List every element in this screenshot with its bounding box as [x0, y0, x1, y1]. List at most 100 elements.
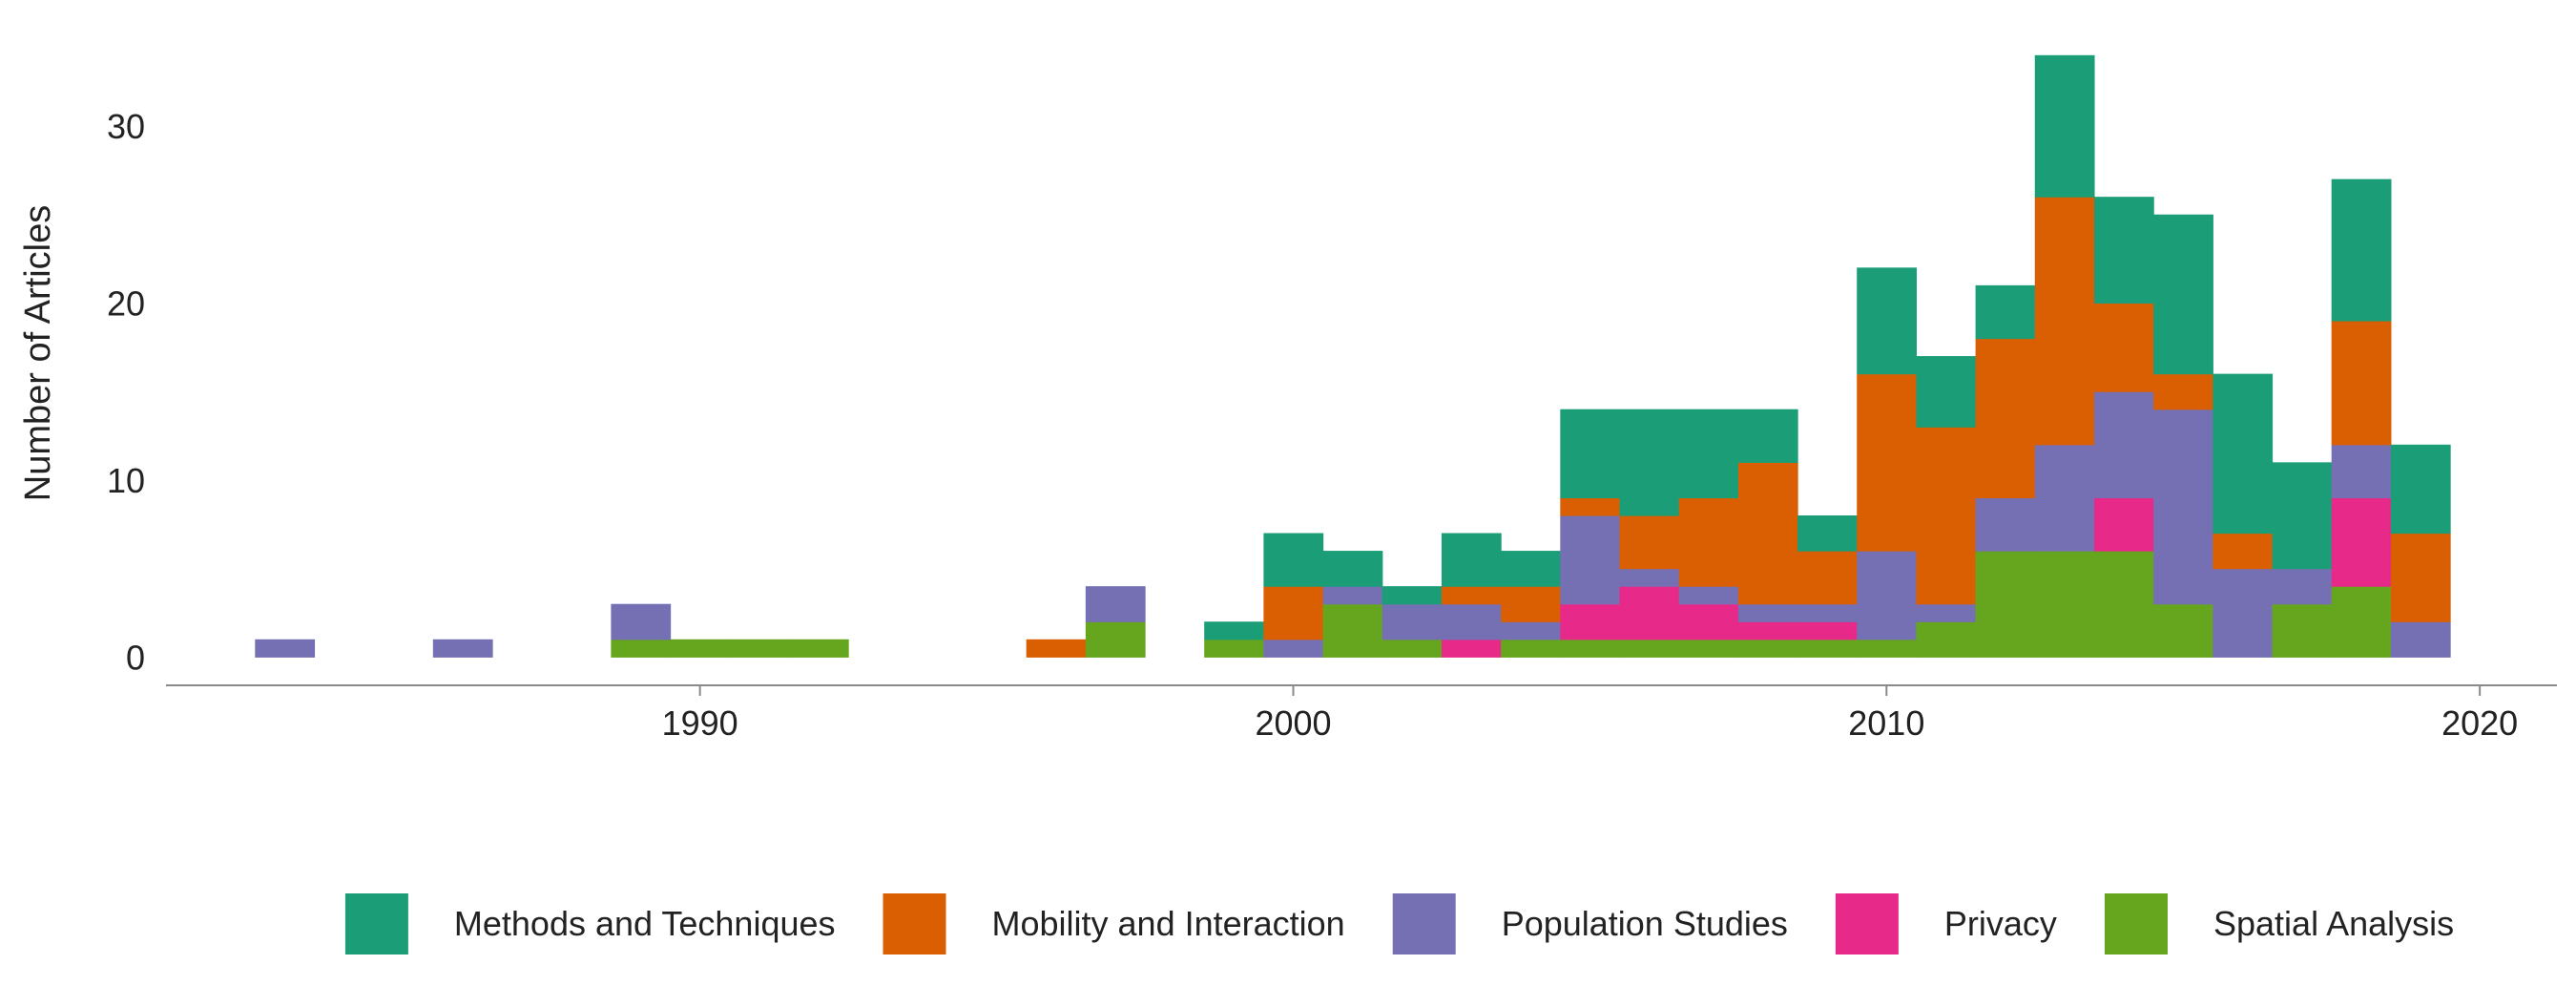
bar-segment-population-studies: [2212, 568, 2274, 658]
legend-swatch: [883, 893, 946, 955]
bar-segment-mobility-and-interaction: [1560, 497, 1621, 516]
bar-segment-spatial-analysis: [788, 639, 849, 658]
bar-segment-methods-and-techniques: [1501, 551, 1561, 587]
bar-segment-methods-and-techniques: [1204, 621, 1264, 640]
bar-segment-population-studies: [1975, 497, 2036, 552]
bar-segment-population-studies: [1737, 603, 1798, 622]
legend-item: Population Studies: [1392, 893, 1788, 955]
bar-segment-mobility-and-interaction: [2390, 533, 2451, 622]
y-axis-ticks: 0 10 20 30: [107, 107, 145, 677]
bar-segment-spatial-analysis: [1737, 639, 1798, 658]
bar-segment-methods-and-techniques: [1678, 409, 1739, 499]
bar-segment-privacy: [1619, 586, 1680, 640]
bar-segment-privacy: [1797, 621, 1858, 640]
bar-segment-population-studies: [1441, 603, 1502, 640]
bar-segment-spatial-analysis: [1381, 639, 1443, 658]
bar-segment-methods-and-techniques: [2212, 373, 2274, 535]
bar-segment-methods-and-techniques: [1975, 284, 2036, 340]
bar-segment-spatial-analysis: [1619, 639, 1680, 658]
y-axis-title: Number of Articles: [18, 205, 58, 501]
bar-segment-population-studies: [2390, 621, 2451, 658]
bar-segment-methods-and-techniques: [1797, 514, 1858, 552]
bar-segment-methods-and-techniques: [1381, 586, 1443, 605]
bars-layer: [255, 54, 2451, 658]
bar-segment-methods-and-techniques: [2272, 462, 2333, 570]
legend-item: Spatial Analysis: [2105, 893, 2454, 955]
y-tick-label: 30: [107, 107, 145, 146]
bar-segment-mobility-and-interaction: [1975, 338, 2036, 499]
legend-label: Spatial Analysis: [2213, 904, 2454, 943]
bar-segment-population-studies: [1560, 514, 1621, 605]
bar-segment-privacy: [1560, 603, 1621, 640]
bar-segment-privacy: [1678, 603, 1739, 640]
bar-segment-mobility-and-interaction: [2093, 303, 2154, 392]
bar-segment-population-studies: [2153, 409, 2213, 605]
bar-segment-mobility-and-interaction: [1678, 497, 1739, 587]
legend-item: Methods and Techniques: [344, 893, 836, 955]
bar-segment-population-studies: [1085, 586, 1146, 622]
x-tick-label: 2020: [2441, 703, 2518, 743]
bar-segment-privacy: [2093, 497, 2154, 552]
bar-segment-spatial-analysis: [1322, 603, 1383, 658]
bar-segment-spatial-analysis: [1085, 621, 1146, 658]
bar-segment-population-studies: [2272, 568, 2333, 605]
bar-segment-mobility-and-interaction: [1441, 586, 1502, 605]
bar-segment-spatial-analysis: [2034, 551, 2095, 658]
bar-segment-methods-and-techniques: [2093, 197, 2154, 304]
legend: Methods and Techniques Mobility and Inter…: [344, 893, 2454, 955]
bar-segment-population-studies: [2034, 444, 2095, 552]
bar-segment-spatial-analysis: [670, 639, 731, 658]
bar-segment-spatial-analysis: [611, 639, 672, 658]
bar-segment-mobility-and-interaction: [1501, 586, 1561, 622]
bar-segment-population-studies: [1619, 568, 1680, 587]
bar-segment-privacy: [2331, 497, 2392, 587]
bar-segment-methods-and-techniques: [1619, 409, 1680, 516]
legend-label: Mobility and Interaction: [992, 904, 1345, 943]
legend-label: Methods and Techniques: [454, 904, 836, 943]
bar-segment-mobility-and-interaction: [2153, 373, 2213, 410]
legend-label: Privacy: [1944, 904, 2057, 943]
bar-segment-methods-and-techniques: [2034, 54, 2095, 198]
bar-segment-mobility-and-interaction: [1797, 551, 1858, 605]
bar-segment-spatial-analysis: [1916, 621, 1977, 658]
bar-segment-mobility-and-interaction: [1916, 427, 1977, 605]
bar-segment-spatial-analysis: [1501, 639, 1561, 658]
bar-segment-population-studies: [1501, 621, 1561, 640]
x-tick-label: 2000: [1255, 703, 1331, 743]
bar-segment-methods-and-techniques: [2153, 214, 2213, 375]
legend-swatch: [344, 893, 408, 955]
bar-segment-population-studies: [1322, 586, 1383, 605]
bar-segment-methods-and-techniques: [1560, 409, 1621, 499]
bar-segment-spatial-analysis: [1678, 639, 1739, 658]
bar-segment-spatial-analysis: [1797, 639, 1858, 658]
bar-segment-methods-and-techniques: [1916, 356, 1977, 428]
bar-segment-spatial-analysis: [1857, 639, 1918, 658]
bar-segment-population-studies: [1263, 639, 1324, 658]
bar-segment-methods-and-techniques: [1857, 267, 1918, 375]
bar-segment-spatial-analysis: [729, 639, 790, 658]
bar-segment-population-studies: [1857, 551, 1918, 640]
bar-segment-mobility-and-interaction: [2034, 197, 2095, 446]
bar-segment-mobility-and-interaction: [1737, 462, 1798, 605]
bar-segment-population-studies: [432, 639, 493, 658]
bar-segment-population-studies: [1381, 603, 1443, 640]
legend-swatch: [1392, 893, 1456, 955]
bar-segment-mobility-and-interaction: [1857, 373, 1918, 552]
bar-segment-methods-and-techniques: [1322, 551, 1383, 587]
bar-segment-methods-and-techniques: [1441, 533, 1502, 587]
bar-segment-spatial-analysis: [1204, 639, 1264, 658]
bar-segment-population-studies: [611, 603, 672, 640]
x-tick-label: 2010: [1848, 703, 1924, 743]
bar-segment-population-studies: [1916, 603, 1977, 622]
bar-segment-mobility-and-interaction: [2212, 533, 2274, 570]
bar-segment-population-studies: [1678, 586, 1739, 605]
x-tick-label: 1990: [662, 703, 738, 743]
bar-segment-methods-and-techniques: [2331, 178, 2392, 322]
legend-item: Mobility and Interaction: [883, 893, 1345, 955]
bar-segment-mobility-and-interaction: [2331, 320, 2392, 446]
bar-segment-methods-and-techniques: [1737, 409, 1798, 463]
bar-segment-spatial-analysis: [1560, 639, 1621, 658]
bar-segment-mobility-and-interaction: [1619, 514, 1680, 570]
